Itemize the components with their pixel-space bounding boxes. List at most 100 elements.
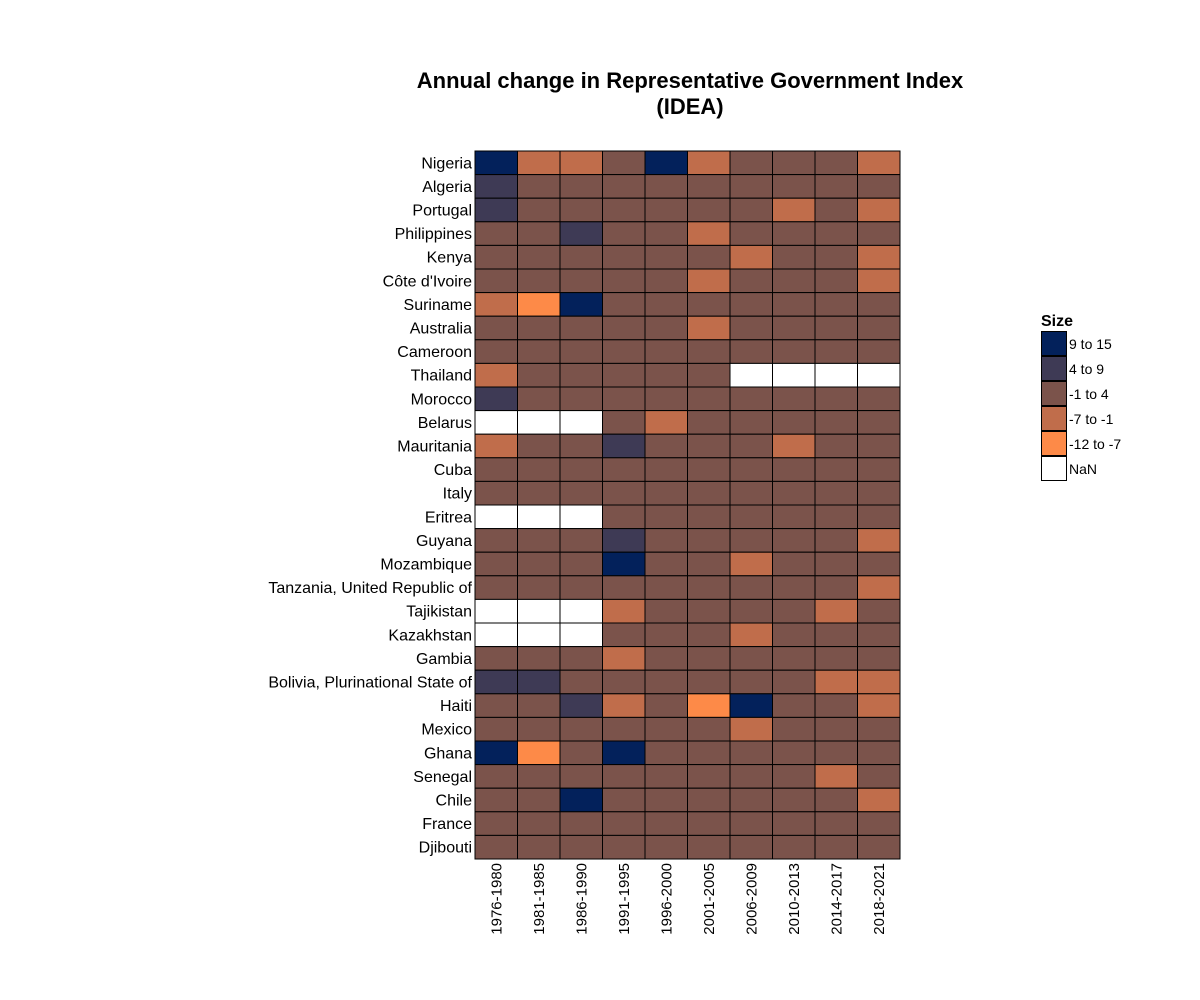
heatmap-cell: [644, 646, 688, 671]
heatmap-cell: [857, 268, 901, 294]
heatmap-cell: [772, 244, 816, 270]
heatmap-cell: [559, 150, 603, 176]
row-label: Gambia: [416, 651, 472, 668]
heatmap-cell: [474, 292, 518, 317]
heatmap-cell: [772, 693, 816, 718]
heatmap-cell: [602, 174, 646, 199]
heatmap-cell: [474, 811, 518, 836]
heatmap-cell: [814, 339, 858, 364]
heatmap-cell: [857, 197, 901, 223]
heatmap-cell: [857, 693, 901, 718]
heatmap-cell: [772, 292, 816, 317]
heatmap-cell: [772, 787, 816, 813]
heatmap-cell: [474, 622, 518, 648]
heatmap-cell: [474, 575, 518, 600]
heatmap-cell: [517, 386, 561, 412]
heatmap-cell: [517, 244, 561, 270]
column-label: 1996-2000: [658, 863, 675, 935]
heatmap-cell: [687, 764, 731, 789]
heatmap-cell: [559, 174, 603, 199]
heatmap-cell: [814, 764, 858, 789]
heatmap-cell: [559, 315, 603, 341]
column-label: 2001-2005: [701, 863, 718, 935]
heatmap-cell: [729, 410, 773, 435]
heatmap-cell: [644, 504, 688, 530]
heatmap-cell: [517, 740, 561, 766]
heatmap-cell: [517, 150, 561, 176]
heatmap-cell: [729, 221, 773, 246]
heatmap-cell: [687, 740, 731, 766]
heatmap-cell: [602, 834, 646, 860]
heatmap-cell: [687, 811, 731, 836]
heatmap-cell: [517, 575, 561, 600]
heatmap-cell: [814, 669, 858, 695]
heatmap-cell: [729, 150, 773, 176]
legend-swatch: [1041, 380, 1067, 406]
heatmap-cell: [517, 528, 561, 553]
heatmap-cell: [772, 150, 816, 176]
heatmap-cell: [602, 150, 646, 176]
heatmap-cell: [559, 693, 603, 718]
row-label: Kenya: [427, 250, 472, 267]
legend-item: -7 to -1: [1041, 405, 1121, 431]
heatmap-cell: [517, 339, 561, 364]
heatmap-cell: [729, 693, 773, 718]
heatmap-cell: [729, 551, 773, 577]
heatmap-cell: [474, 834, 518, 860]
row-label: Algeria: [422, 179, 472, 196]
heatmap-cell: [729, 244, 773, 270]
heatmap-cell: [559, 386, 603, 412]
heatmap-cell: [474, 315, 518, 341]
heatmap-cell: [644, 150, 688, 176]
heatmap-cell: [474, 386, 518, 412]
heatmap-cell: [644, 410, 688, 435]
heatmap-cell: [687, 598, 731, 624]
heatmap-cell: [559, 221, 603, 246]
heatmap-cell: [517, 693, 561, 718]
heatmap-cell: [687, 221, 731, 246]
heatmap-cell: [772, 528, 816, 553]
heatmap-cell: [517, 787, 561, 813]
heatmap-cell: [857, 410, 901, 435]
row-label: Mauritania: [397, 439, 472, 456]
row-label: Mozambique: [380, 557, 472, 574]
heatmap-cell: [602, 575, 646, 600]
heatmap-cell: [559, 480, 603, 506]
heatmap-cell: [772, 646, 816, 671]
row-label: Ghana: [424, 745, 472, 762]
heatmap-cell: [729, 764, 773, 789]
heatmap-cell: [517, 598, 561, 624]
heatmap-cell: [772, 457, 816, 482]
heatmap-cell: [559, 834, 603, 860]
heatmap-cell: [814, 740, 858, 766]
heatmap-cell: [687, 292, 731, 317]
heatmap-cell: [559, 575, 603, 600]
legend-items: 9 to 15 4 to 9 -1 to 4 -7 to -1 -12 to -7 NaN: [1041, 330, 1121, 481]
heatmap-cell: [644, 268, 688, 294]
heatmap-cell: [857, 362, 901, 388]
heatmap-cell: [814, 362, 858, 388]
row-label: Chile: [436, 793, 473, 810]
heatmap-cell: [857, 811, 901, 836]
heatmap-cell: [559, 551, 603, 577]
heatmap-cell: [474, 244, 518, 270]
legend-item: -12 to -7: [1041, 430, 1121, 456]
heatmap-cell: [517, 480, 561, 506]
column-label: 2006-2009: [743, 863, 760, 935]
heatmap-cell: [517, 362, 561, 388]
heatmap-cell: [772, 622, 816, 648]
heatmap-cell: [602, 244, 646, 270]
heatmap-cell: [474, 740, 518, 766]
heatmap-cell: [857, 551, 901, 577]
heatmap-cell: [729, 622, 773, 648]
column-label: 1991-1995: [616, 863, 633, 935]
heatmap-cell: [474, 764, 518, 789]
heatmap-cell: [814, 174, 858, 199]
column-label: 2010-2013: [786, 863, 803, 935]
heatmap-cell: [687, 386, 731, 412]
heatmap-cell: [857, 457, 901, 482]
heatmap-cell: [602, 646, 646, 671]
heatmap-cell: [644, 362, 688, 388]
heatmap-cell: [729, 174, 773, 199]
